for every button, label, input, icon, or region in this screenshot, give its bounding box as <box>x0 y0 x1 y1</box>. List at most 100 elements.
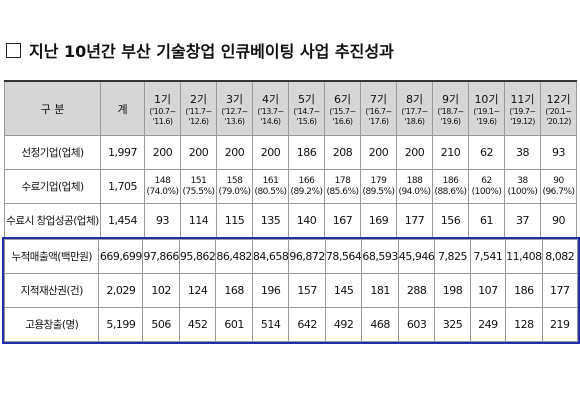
cell: 177 <box>541 273 579 308</box>
cell: 61 <box>468 203 505 238</box>
table-row: 누적매출액(백만원) 669,699 97,866 95,862 86,482 84,65… <box>3 239 579 274</box>
cell-line: '12.6) <box>188 116 209 126</box>
cell-line: 186 <box>442 175 459 186</box>
cell: 200 <box>144 135 181 170</box>
cell: 181 <box>361 273 399 308</box>
cell: 38 <box>504 135 541 170</box>
cell-line: ('18.7~ <box>437 106 464 116</box>
table-highlight: 누적매출액(백만원) 669,699 97,866 95,862 86,482 84,65… <box>3 239 579 342</box>
cell-line: '18.6) <box>404 116 425 126</box>
cell-line: 11기 <box>510 92 535 106</box>
cell: 492 <box>324 307 363 342</box>
cell: 1기 ('10.7~ '11.6) <box>144 80 181 136</box>
cell-line: ('10.7~ <box>149 106 176 116</box>
cell-line: ('15.7~ <box>329 106 356 116</box>
cell: 1,454 <box>100 203 145 238</box>
cell-line: 4기 <box>261 92 280 106</box>
cell: 11,408 <box>505 239 543 274</box>
cell-line: 2기 <box>189 92 208 106</box>
cell-line: 3기 <box>225 92 244 106</box>
cell: 161 (80.5%) <box>252 169 289 204</box>
cell: 200 <box>216 135 253 170</box>
cell: 수료시 창업성공(업체) <box>4 203 101 238</box>
cell-line: '14.6) <box>260 116 281 126</box>
cell-line: 12기 <box>546 92 571 106</box>
cell-line: 90 <box>553 175 564 186</box>
cell: 601 <box>215 307 253 342</box>
cell: 115 <box>216 203 253 238</box>
cell: 95,862 <box>178 239 217 274</box>
cell-line: ('14.7~ <box>293 106 320 116</box>
cell-line: '16.6) <box>332 116 353 126</box>
table-row: 지적재산권(건) 2,029 102 124 168 196 157 145 181 288 198… <box>3 273 579 308</box>
cell-line: 179 <box>370 175 387 186</box>
cell-line: (89.5%) <box>362 186 395 197</box>
cell: 계 <box>100 80 145 136</box>
cell: 45,946 <box>397 239 436 274</box>
cell: 200 <box>180 135 217 170</box>
cell: 167 <box>324 203 361 238</box>
cell: 구 분 <box>4 80 101 136</box>
cell-line: ('12.7~ <box>221 106 248 116</box>
cell-line: 151 <box>190 175 207 186</box>
table-row: 수료기업(업체) 1,705 148 (74.0%) 151 (75.5%) 158 (79.… <box>4 169 577 204</box>
cell: 506 <box>142 307 180 342</box>
cell: 97,866 <box>142 239 180 274</box>
cell: 186 <box>505 273 543 308</box>
cell-line: 148 <box>154 175 171 186</box>
cell: 156 <box>432 203 469 238</box>
cell-line: 166 <box>298 175 315 186</box>
cell: 90 (96.7%) <box>540 169 577 204</box>
cell-line: '20.12) <box>546 116 571 126</box>
cell-line: 10기 <box>474 92 499 106</box>
cell: 1,997 <box>100 135 145 170</box>
cell-line: (96.7%) <box>542 186 575 197</box>
cell: 188 (94.0%) <box>396 169 433 204</box>
cell-line: ('16.7~ <box>365 106 392 116</box>
cell: 145 <box>324 273 363 308</box>
cell: 5기 ('14.7~ '15.6) <box>288 80 325 136</box>
cell: 186 (88.6%) <box>432 169 469 204</box>
cell: 200 <box>360 135 397 170</box>
cell-line: 38 <box>517 175 528 186</box>
cell: 고용창출(명) <box>3 307 100 342</box>
cell: 200 <box>252 135 289 170</box>
cell: 93 <box>540 135 577 170</box>
cell: 177 <box>396 203 433 238</box>
cell-line: (75.5%) <box>182 186 215 197</box>
cell-line: ('19.1~ <box>473 106 500 116</box>
cell: 7,541 <box>469 239 507 274</box>
cell: 96,872 <box>288 239 326 274</box>
cell-line: (80.5%) <box>254 186 287 197</box>
cell: 208 <box>324 135 361 170</box>
cell: 603 <box>397 307 436 342</box>
table-row: 선정기업(업체) 1,997 200 200 200 200 186 208 200 200 210… <box>4 135 577 170</box>
cell: 219 <box>541 307 579 342</box>
highlight-box: 누적매출액(백만원) 669,699 97,866 95,862 86,482 84,65… <box>2 237 580 344</box>
cell: 114 <box>180 203 217 238</box>
cell: 62 (100%) <box>468 169 505 204</box>
cell: 38 (100%) <box>504 169 541 204</box>
cell-line: (79.0%) <box>218 186 251 197</box>
cell: 9기 ('18.7~ '19.6) <box>432 80 469 136</box>
cell: 178 (85.6%) <box>324 169 361 204</box>
cell: 8기 ('17.7~ '18.6) <box>396 80 433 136</box>
cell: 선정기업(업체) <box>4 135 101 170</box>
table-row: 수료시 창업성공(업체) 1,454 93 114 115 135 140 167 169 177… <box>4 203 577 238</box>
cell: 200 <box>396 135 433 170</box>
cell: 148 (74.0%) <box>144 169 181 204</box>
cell: 1,705 <box>100 169 145 204</box>
cell-line: '19.6) <box>440 116 461 126</box>
cell: 158 (79.0%) <box>216 169 253 204</box>
cell: 468 <box>361 307 399 342</box>
cell-line: 178 <box>334 175 351 186</box>
cell-line: ('13.7~ <box>257 106 284 116</box>
cell: 62 <box>468 135 505 170</box>
cell: 198 <box>434 273 471 308</box>
cell: 288 <box>397 273 436 308</box>
cell-line: (85.6%) <box>326 186 359 197</box>
cell: 669,699 <box>98 239 144 274</box>
cell-line: 8기 <box>405 92 424 106</box>
cell-line: '19.12) <box>510 116 535 126</box>
